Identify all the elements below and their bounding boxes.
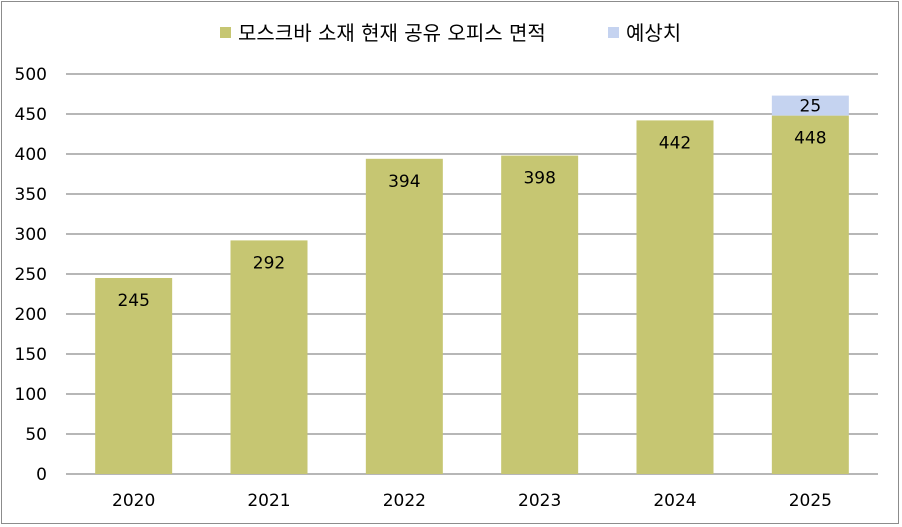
legend-swatch-main [220, 27, 231, 38]
y-tick-label: 450 [15, 105, 47, 125]
y-tick-label: 200 [15, 305, 47, 325]
x-tick-label: 2025 [789, 491, 832, 511]
bar-2020 [95, 278, 173, 474]
y-tick-label: 400 [15, 145, 47, 165]
data-labels: 245 292 394 398 442 448 25 [117, 97, 826, 311]
data-label: 25 [800, 97, 822, 117]
x-tick-label: 2021 [247, 491, 290, 511]
y-tick-label: 50 [25, 425, 47, 445]
data-label: 398 [523, 169, 555, 189]
data-label: 245 [117, 291, 149, 311]
bar-2022 [365, 158, 443, 475]
bar-2024 [636, 120, 714, 475]
y-axis-ticks: 0 50 100 150 200 250 300 350 400 450 500 [15, 65, 47, 485]
legend-swatch-forecast [608, 27, 619, 38]
y-tick-label: 250 [15, 265, 47, 285]
bar-2025 [771, 115, 849, 474]
x-axis-ticks: 2020 2021 2022 2023 2024 2025 [112, 491, 832, 511]
bar-forecast-2025 [771, 95, 849, 116]
y-tick-label: 300 [15, 225, 47, 245]
y-tick-label: 150 [15, 345, 47, 365]
bars [95, 95, 849, 475]
data-label: 292 [253, 253, 285, 273]
y-tick-label: 0 [36, 465, 47, 485]
y-tick-label: 350 [15, 185, 47, 205]
x-tick-label: 2024 [653, 491, 696, 511]
x-tick-label: 2022 [383, 491, 426, 511]
bar-2023 [501, 155, 579, 474]
x-tick-label: 2023 [518, 491, 561, 511]
y-tick-label: 500 [15, 65, 47, 85]
data-label: 442 [659, 133, 691, 153]
legend: 모스크바 소재 현재 공유 오피스 면적 예상치 [220, 21, 681, 45]
data-label: 448 [794, 129, 826, 149]
gridlines [66, 73, 878, 475]
x-tick-label: 2020 [112, 491, 155, 511]
y-tick-label: 100 [15, 385, 47, 405]
data-label: 394 [388, 172, 420, 192]
bar-2021 [230, 240, 308, 474]
legend-label-forecast: 예상치 [626, 21, 681, 45]
legend-label-main: 모스크바 소재 현재 공유 오피스 면적 [238, 21, 546, 45]
